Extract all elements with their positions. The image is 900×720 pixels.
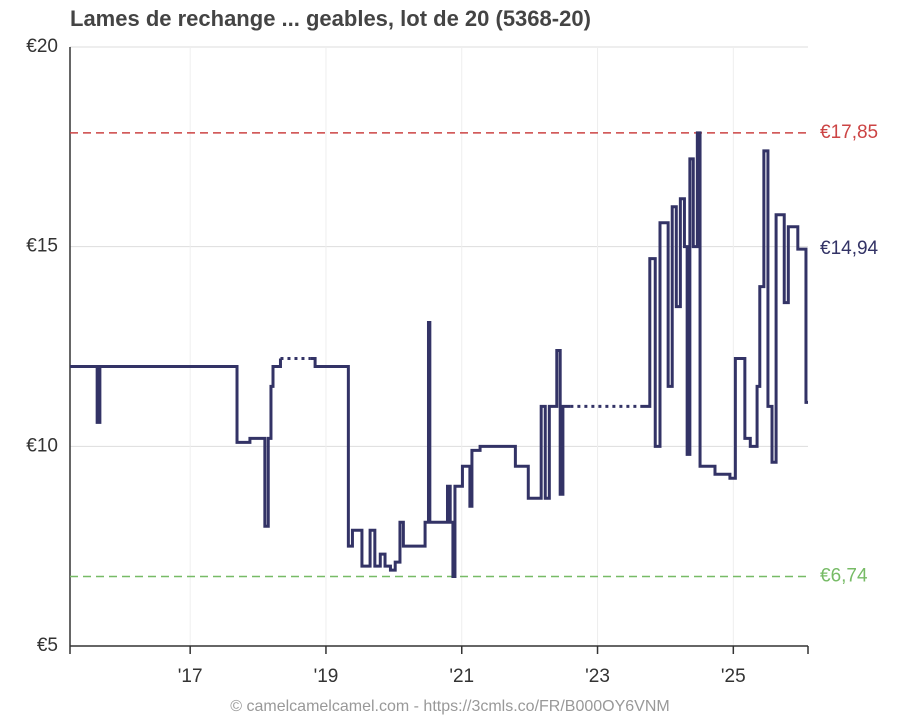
reference-label: €6,74 [820,566,868,587]
price-line [310,321,571,579]
chart-title: Lames de rechange ... geables, lot de 20… [70,6,591,31]
footer: © camelcamelcamel.com - https://3cmls.co… [230,698,669,715]
y-tick-label: €10 [26,435,58,456]
x-tick-label: '21 [449,666,474,687]
reference-label: €14,94 [820,238,879,259]
reference-label: €17,85 [820,122,878,143]
price-line [70,358,282,528]
x-tick-label: '25 [721,666,746,687]
price-line [640,131,808,480]
x-tick-label: '19 [314,666,339,687]
y-tick-label: €20 [26,36,58,57]
y-tick-label: €15 [26,236,58,257]
y-tick-label: €5 [37,635,58,656]
x-tick-label: '17 [178,666,203,687]
x-tick-label: '23 [585,666,610,687]
